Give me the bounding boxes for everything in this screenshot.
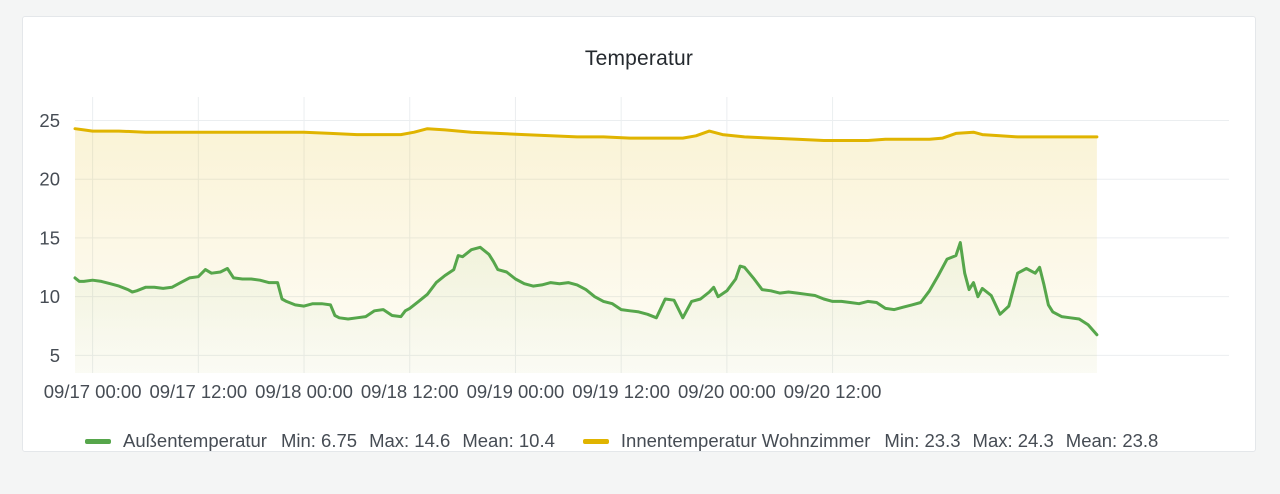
y-tick-label: 5	[50, 345, 60, 366]
y-axis: 5 10 15 20 25	[39, 110, 60, 366]
legend-item-aussentemperatur[interactable]: Außentemperatur Min: 6.75 Max: 14.6 Mean…	[85, 430, 567, 452]
legend-max: Max: 14.6	[369, 430, 451, 451]
legend-swatch-green[interactable]	[85, 438, 111, 444]
series-lines	[73, 127, 1099, 337]
legend: Außentemperatur Min: 6.75 Max: 14.6 Mean…	[85, 429, 1186, 453]
y-tick-label: 25	[39, 110, 60, 131]
x-tick-label: 09/18 12:00	[361, 381, 459, 402]
x-tick-label: 09/19 00:00	[467, 381, 565, 402]
x-tick-label: 09/19 12:00	[572, 381, 670, 402]
y-tick-label: 15	[39, 227, 60, 248]
panel-title[interactable]: Temperatur	[584, 47, 694, 70]
x-axis: 09/17 00:00 09/17 12:00 09/18 00:00 09/18 1…	[44, 381, 882, 402]
series-line-0[interactable]	[73, 241, 1099, 337]
x-tick-label: 09/17 12:00	[149, 381, 247, 402]
legend-series-name[interactable]: Innentemperatur Wohnzimmer	[620, 430, 871, 451]
series-line-1[interactable]	[73, 127, 1099, 142]
legend-max: Max: 24.3	[972, 430, 1054, 451]
legend-mean: Mean: 23.8	[1065, 430, 1159, 451]
legend-swatch-yellow[interactable]	[582, 438, 609, 444]
line-chart: 5 10 15 20 25 09/17 00:00 09/17 12:00 09/18 00…	[39, 97, 1229, 402]
y-tick-label: 10	[39, 286, 60, 307]
x-tick-label: 09/18 00:00	[255, 381, 353, 402]
x-tick-label: 09/20 00:00	[678, 381, 776, 402]
series-areas	[75, 128, 1097, 373]
legend-item-innentemperatur[interactable]: Innentemperatur Wohnzimmer Min: 23.3 Max…	[582, 430, 1170, 452]
legend-series-name[interactable]: Außentemperatur	[123, 430, 267, 451]
legend-min: Min: 23.3	[884, 430, 961, 451]
legend-min: Min: 6.75	[280, 430, 358, 451]
x-tick-label: 09/17 00:00	[44, 381, 142, 402]
chart-panel: Temperatur 5 10 15 20 25 09/17 00:00 09/17 12…	[22, 16, 1256, 452]
series-area-1	[75, 128, 1097, 373]
y-tick-label: 20	[39, 169, 60, 190]
x-tick-label: 09/20 12:00	[784, 381, 882, 402]
legend-mean: Mean: 10.4	[462, 430, 555, 451]
